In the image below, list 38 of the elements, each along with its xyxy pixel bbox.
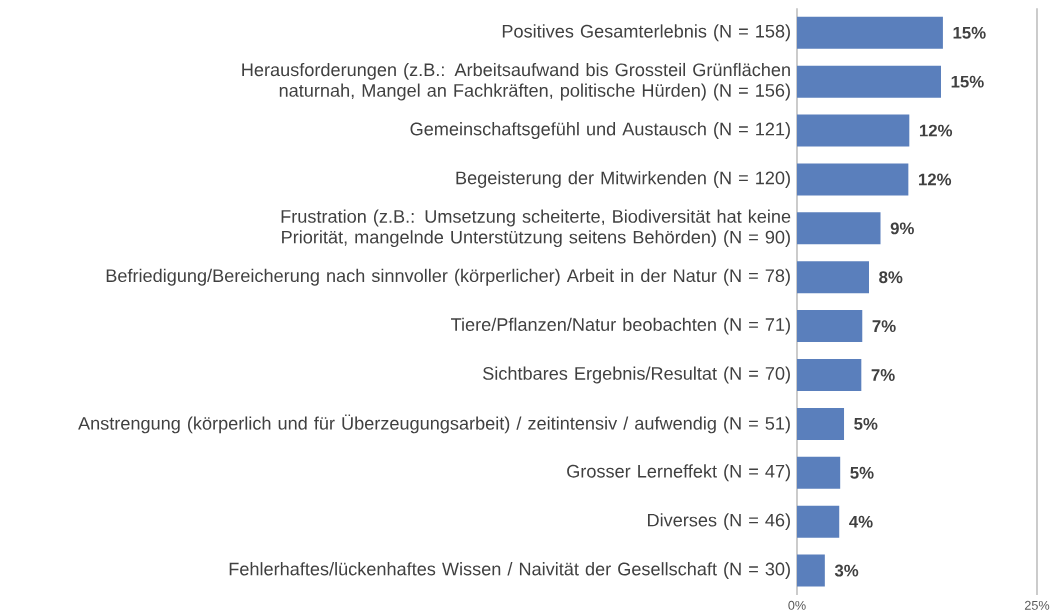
bar [796,554,825,587]
data-label: 7% [871,369,895,381]
data-label: 15% [953,26,986,39]
y-tick-label: Herausforderungen (z.B.: Arbeitsaufwand bis Grossteil Grünflächen naturnah, Mangel an Fachkräften, politische Hürden) (N = 156) [242,62,790,101]
x-tick-label: 25% [1024,600,1050,610]
y-tick-label: Grosser Lerneffekt (N = 47) [567,464,790,482]
x-tick-label: 0% [788,600,806,610]
bar [796,505,840,538]
data-label: 12% [919,124,953,137]
y-tick-label: Positives Gesamterlebnis (N = 158) [502,24,790,42]
data-label: 7% [872,320,896,333]
bar [796,163,909,196]
bar [796,359,862,391]
y-tick-label: Fehlerhaftes/lückenhaftes Wissen / Naivität der Gesellschaft (N = 30) [229,562,790,579]
y-tick-label: Gemeinschaftsgefühl und Austausch (N = 121) [410,122,790,140]
data-label: 15% [951,75,984,88]
bar [796,114,910,147]
y-tick-label: Befriedigung/Bereicherung nach sinnvoller (körperlicher) Arbeit in der Natur (N = 78) [106,268,790,286]
bar [796,212,881,245]
data-label: 3% [834,564,859,577]
bar [796,16,943,49]
bar [796,65,941,98]
bar [796,261,869,294]
y-tick-label: Anstrengung (körperlich und für Überzeugungsarbeit) / zeitintensiv / aufwendig (N = 51) [78,414,790,434]
bar [796,456,841,489]
data-label: 4% [849,515,873,528]
y-tick-label: Frustration (z.B.: Umsetzung scheiterte, Biodiversität hat keine Priorität, mangelnde Unterstützung seitens Behörden) (N = 90) [281,209,791,248]
data-label: 12% [919,173,952,186]
y-tick-label: Tiere/Pflanzen/Natur beobachten (N = 71) [451,317,790,335]
y-tick-label: Begeisterung der Mitwirkenden (N = 120) [456,171,790,188]
data-label: 9% [890,222,914,235]
data-label: 5% [850,466,874,479]
y-tick-label: Diverses (N = 46) [648,513,790,531]
bar [796,310,863,343]
data-label: 5% [854,417,878,430]
data-label: 8% [879,271,903,284]
y-tick-label: Sichtbares Ergebnis/Resultat (N = 70) [483,366,790,384]
bar [796,407,845,440]
